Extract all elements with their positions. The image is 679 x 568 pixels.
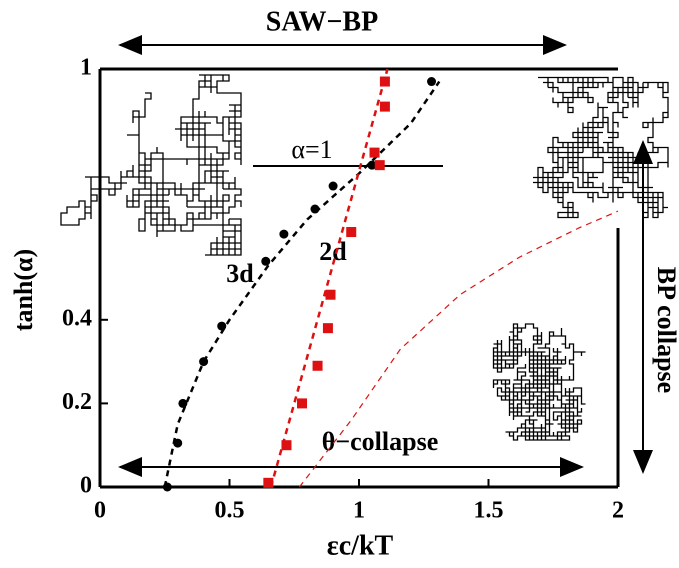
point bbox=[279, 229, 289, 239]
point bbox=[427, 77, 437, 87]
point bbox=[312, 360, 323, 371]
point bbox=[217, 321, 227, 331]
fit-line bbox=[163, 80, 441, 488]
point bbox=[379, 76, 390, 87]
y-tick-label: 0.2 bbox=[62, 389, 92, 415]
y-tick-label: 0.4 bbox=[62, 305, 92, 331]
point bbox=[162, 482, 172, 492]
point bbox=[310, 204, 320, 214]
bp-collapse-label: BP collapse bbox=[652, 267, 679, 393]
point bbox=[379, 101, 390, 112]
insets bbox=[42, 72, 670, 441]
walk-inset bbox=[492, 323, 586, 441]
point bbox=[281, 440, 292, 451]
point bbox=[367, 160, 377, 170]
alpha-one-label: α=1 bbox=[291, 135, 332, 164]
point bbox=[325, 289, 336, 300]
point bbox=[261, 256, 271, 266]
series-label: 3d bbox=[226, 259, 254, 288]
saw-bp-label: SAW−BP bbox=[266, 6, 378, 37]
y-tick-label: 1 bbox=[80, 55, 92, 81]
x-tick-label: 2 bbox=[612, 498, 624, 524]
theta-collapse-label: θ−collapse bbox=[322, 427, 439, 456]
inset-background bbox=[42, 72, 252, 262]
x-tick-label: 1.5 bbox=[474, 498, 504, 524]
point bbox=[322, 323, 333, 334]
point bbox=[328, 181, 338, 191]
y-tick-label: 0 bbox=[80, 473, 92, 499]
point bbox=[374, 160, 385, 171]
x-axis-label: εc/kT bbox=[327, 530, 394, 561]
point bbox=[263, 477, 274, 488]
point bbox=[178, 398, 188, 408]
fit-line bbox=[298, 210, 619, 488]
point bbox=[199, 357, 209, 367]
point bbox=[173, 438, 183, 448]
x-tick-label: 0.5 bbox=[215, 498, 245, 524]
walk-inset bbox=[60, 74, 242, 256]
fit-line bbox=[269, 68, 389, 488]
walk-inset bbox=[533, 76, 669, 219]
x-tick-label: 0 bbox=[94, 498, 106, 524]
point bbox=[369, 147, 380, 158]
point bbox=[297, 398, 308, 409]
y-axis-label: tanh(α) bbox=[9, 249, 38, 331]
point bbox=[346, 227, 357, 238]
x-tick-label: 1 bbox=[353, 498, 365, 524]
